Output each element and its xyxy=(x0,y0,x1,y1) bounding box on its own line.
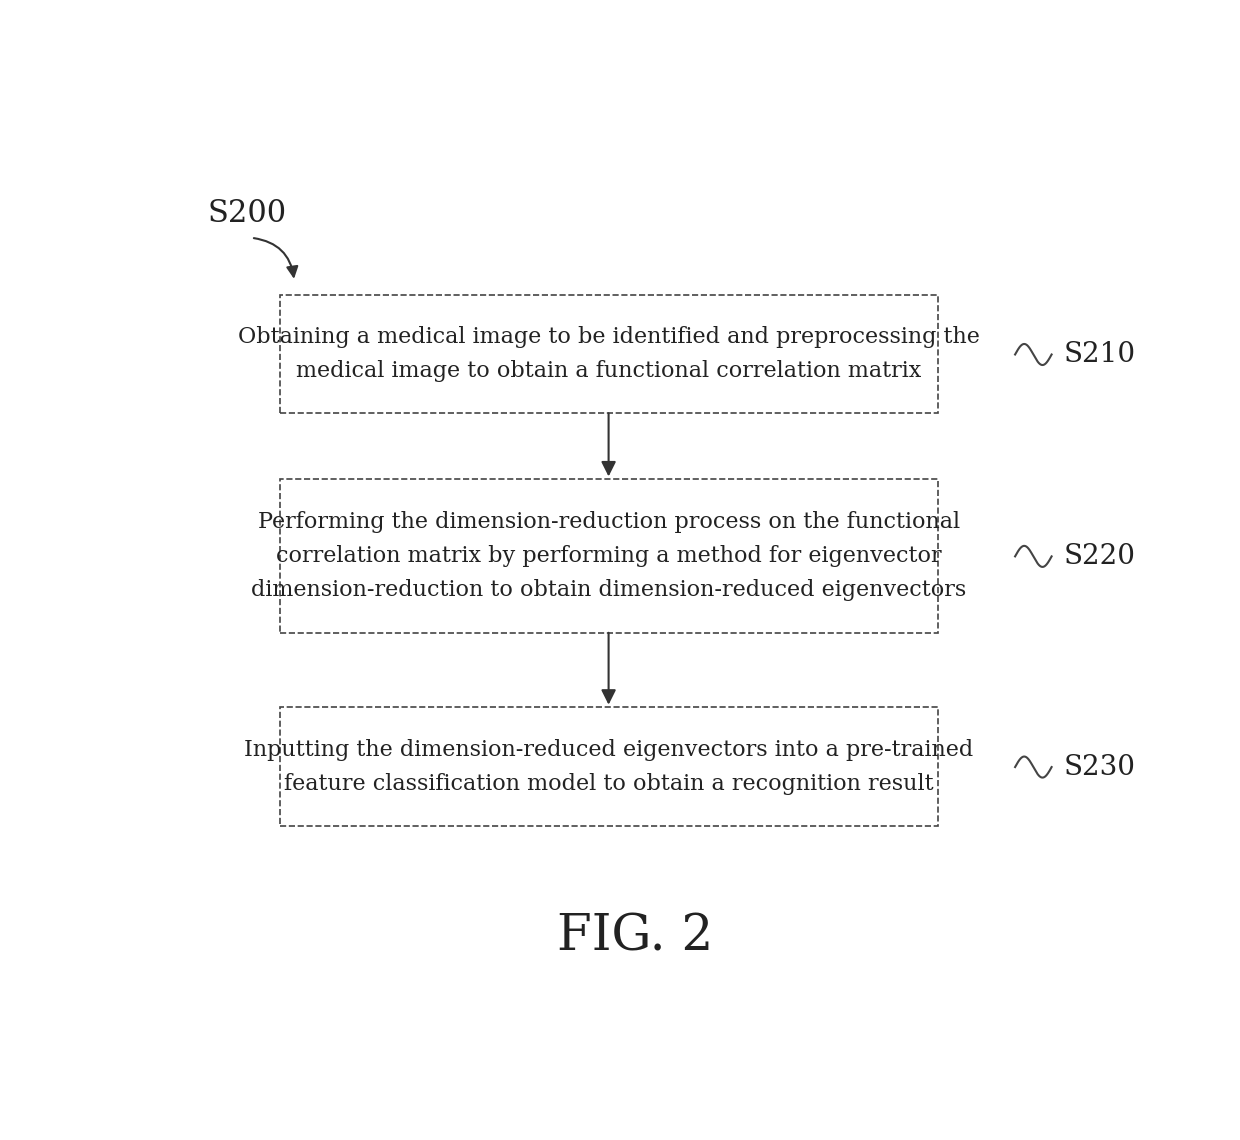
Text: S220: S220 xyxy=(1063,543,1135,570)
Text: S230: S230 xyxy=(1063,754,1135,781)
FancyBboxPatch shape xyxy=(280,479,939,633)
FancyArrowPatch shape xyxy=(254,238,298,277)
Text: Obtaining a medical image to be identified and preprocessing the
medical image t: Obtaining a medical image to be identifi… xyxy=(238,326,980,382)
Text: S210: S210 xyxy=(1063,341,1136,368)
FancyBboxPatch shape xyxy=(280,707,939,825)
Text: FIG. 2: FIG. 2 xyxy=(557,912,714,962)
Text: Performing the dimension-reduction process on the functional
correlation matrix : Performing the dimension-reduction proce… xyxy=(252,511,967,601)
Text: S200: S200 xyxy=(208,198,286,229)
FancyBboxPatch shape xyxy=(280,295,939,414)
Text: Inputting the dimension-reduced eigenvectors into a pre-trained
feature classifi: Inputting the dimension-reduced eigenvec… xyxy=(244,739,973,795)
